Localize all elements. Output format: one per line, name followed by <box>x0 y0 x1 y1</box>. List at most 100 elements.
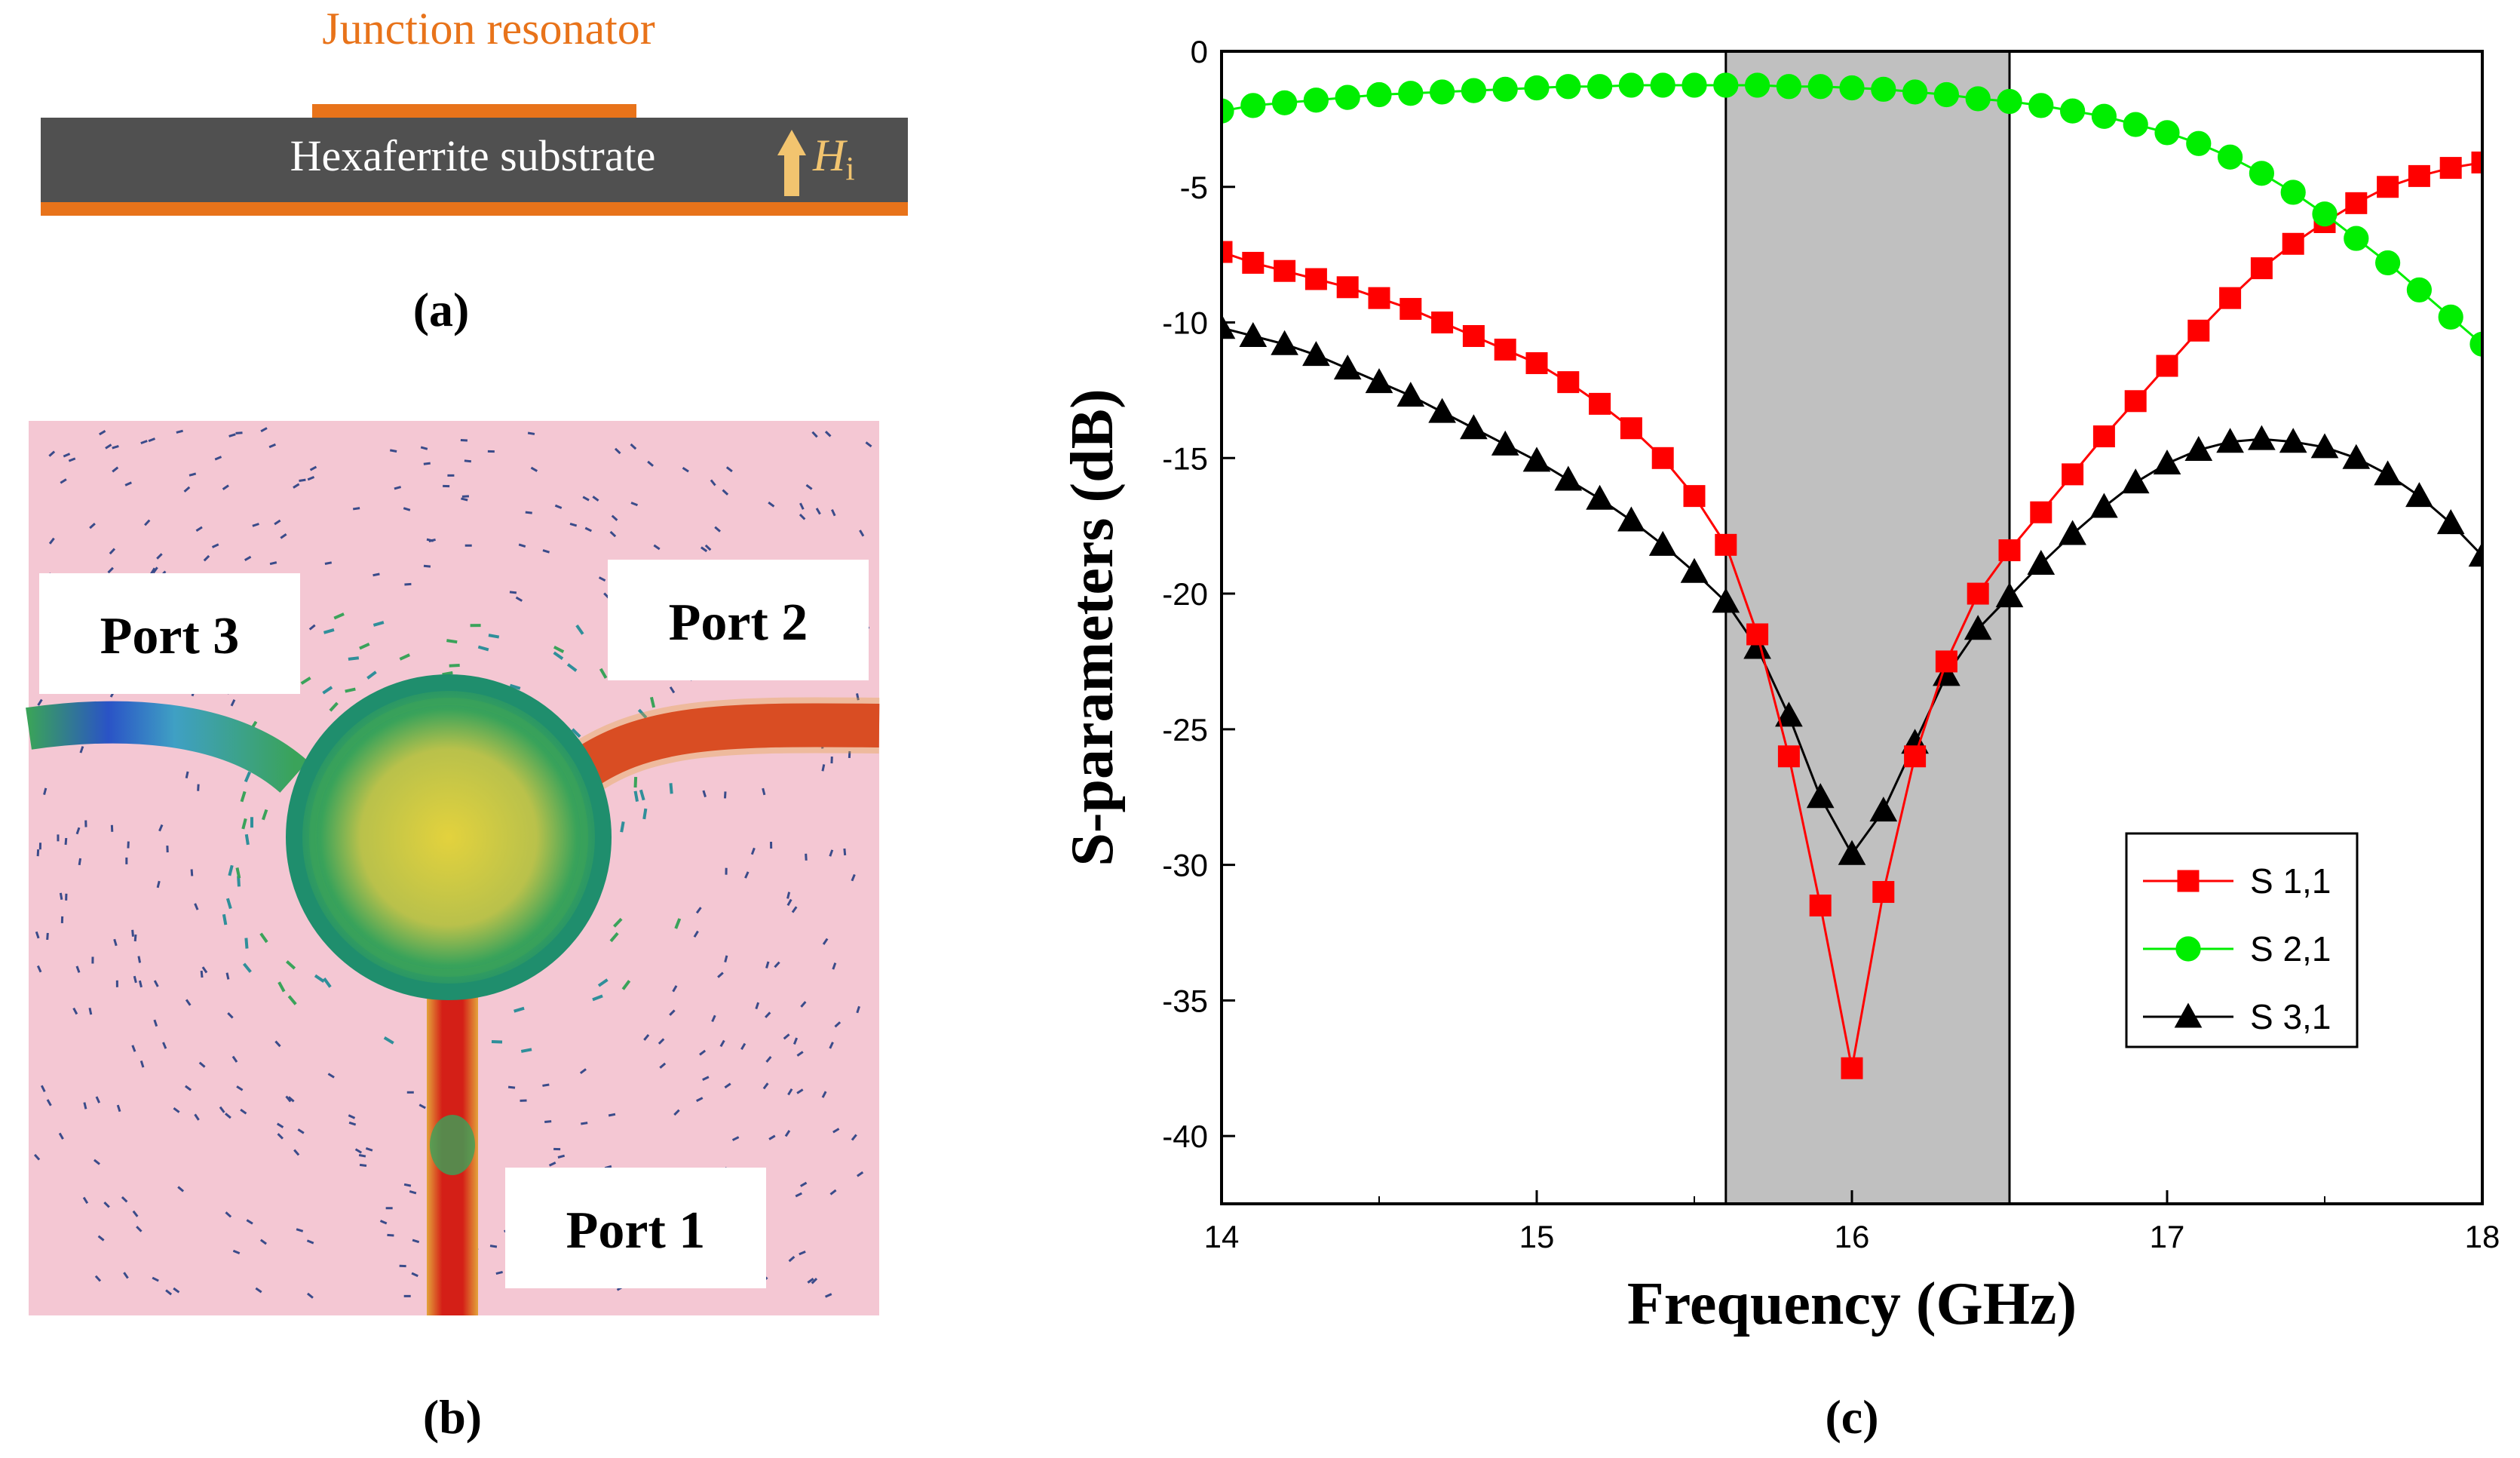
field-vector <box>260 427 268 433</box>
field-vector <box>200 970 204 978</box>
field-vector <box>829 849 834 857</box>
data-point-square <box>1274 259 1296 282</box>
data-point-circle <box>1461 78 1487 103</box>
field-vector <box>277 1133 284 1140</box>
data-point-square <box>1304 268 1327 290</box>
port2-label: Port 2 <box>669 594 808 652</box>
data-point-square <box>2219 287 2242 309</box>
field-vector <box>643 1033 650 1041</box>
field-vector <box>306 1292 314 1299</box>
data-point-triangle <box>1586 484 1614 510</box>
field-vector <box>132 1210 139 1217</box>
data-point-square <box>2471 151 2482 173</box>
data-point-square <box>1809 895 1832 917</box>
field-vector <box>359 643 370 650</box>
junction-ring-inner <box>309 698 588 977</box>
field-vector <box>152 566 158 574</box>
field-vector <box>762 1082 769 1090</box>
field-vector <box>581 1122 588 1125</box>
field-vector <box>185 771 189 779</box>
field-vector <box>418 1103 426 1110</box>
data-point-triangle <box>1743 634 1771 659</box>
port1-label: Port 1 <box>566 1202 706 1260</box>
field-vector <box>329 701 339 712</box>
data-point-circle <box>1713 72 1739 98</box>
field-vector <box>659 1062 667 1069</box>
data-point-square <box>1998 539 2021 562</box>
data-point-circle <box>1933 81 1959 108</box>
field-vector <box>176 429 183 434</box>
y-axis: 0 -5 -10 -15 -20 -25 -30 -35 -40 <box>1162 34 1235 1154</box>
field-vector <box>592 994 603 1002</box>
data-point-triangle <box>2090 493 2118 518</box>
field-vector <box>133 934 137 942</box>
data-point-circle <box>2154 120 2180 146</box>
field-vector <box>228 433 236 437</box>
data-point-triangle <box>1648 530 1677 556</box>
field-vector <box>701 546 708 553</box>
data-point-triangle <box>1396 382 1425 407</box>
field-vector <box>198 1061 206 1068</box>
field-vector <box>799 514 806 520</box>
field-vector <box>696 1097 704 1102</box>
data-point-circle <box>2028 93 2054 118</box>
field-vector <box>787 1088 793 1096</box>
data-point-square <box>1777 745 1800 768</box>
data-point-square <box>2030 501 2052 523</box>
data-point-circle <box>1492 76 1518 102</box>
field-vector <box>276 1122 284 1128</box>
field-vector <box>173 1107 180 1113</box>
field-vector <box>702 1076 710 1082</box>
data-point-square <box>1557 371 1580 394</box>
field-vector <box>403 507 411 511</box>
field-vector <box>811 431 818 438</box>
field-vector <box>420 446 428 450</box>
substrate-label: Hexaferrite substrate <box>290 131 656 180</box>
field-vector <box>40 1085 46 1092</box>
data-point-square <box>1935 650 1957 673</box>
field-vector <box>33 1153 41 1161</box>
x-axis: 14 15 16 17 18 <box>1204 1190 2500 1254</box>
data-point-circle <box>1587 74 1613 100</box>
field-vector <box>242 962 252 973</box>
field-vector <box>792 1037 799 1045</box>
series-s31 <box>1222 314 2482 865</box>
port3-label: Port 3 <box>100 607 240 665</box>
field-vector <box>293 1149 300 1156</box>
field-vector <box>231 1055 238 1063</box>
data-point-square <box>1222 241 1233 263</box>
data-point-triangle <box>1491 430 1519 456</box>
data-point-square <box>2092 425 2115 448</box>
field-vector <box>411 1272 418 1278</box>
field-vector <box>140 440 148 445</box>
field-vector <box>58 1132 64 1140</box>
field-vector <box>829 1189 837 1196</box>
field-vector <box>514 1006 525 1013</box>
data-point-triangle <box>2342 444 2371 469</box>
junction-ring <box>286 674 612 1000</box>
field-vector <box>286 960 296 970</box>
series-s21 <box>1222 72 2482 357</box>
legend-label: S 1,1 <box>2250 861 2331 901</box>
field-vector <box>97 1235 105 1242</box>
field-vector <box>857 1171 864 1177</box>
field-vector <box>553 651 564 660</box>
field-vector <box>255 1287 262 1294</box>
field-vector <box>599 668 608 679</box>
field-vector <box>153 980 159 987</box>
data-point-circle <box>2280 180 2306 205</box>
hexaferrite-substrate <box>41 118 908 204</box>
field-vector <box>592 496 599 502</box>
field-vector <box>383 1036 394 1045</box>
field-vector <box>799 1250 806 1256</box>
data-point-circle <box>2175 936 2201 962</box>
field-vector <box>768 1134 776 1140</box>
y-tick-label: 0 <box>1191 34 1208 69</box>
field-symbol: Hi <box>812 130 855 187</box>
field-vector <box>399 653 410 661</box>
field-vector <box>173 1287 180 1294</box>
field-vector <box>404 582 412 586</box>
field-vector <box>158 824 164 832</box>
field-vector <box>236 1085 244 1091</box>
field-vector <box>37 698 43 706</box>
